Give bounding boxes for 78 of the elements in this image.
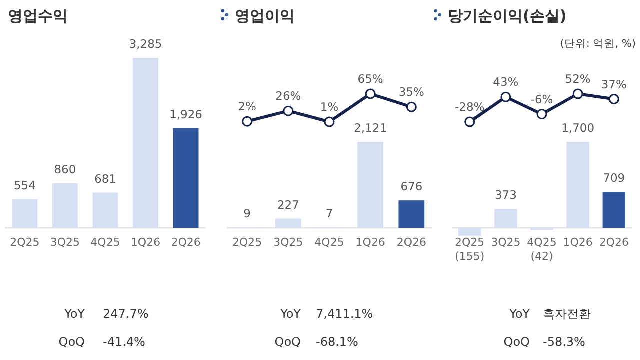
data-label: 43% xyxy=(493,75,519,90)
point xyxy=(324,116,335,128)
bar xyxy=(458,228,482,236)
bar xyxy=(566,142,590,228)
bar xyxy=(602,192,626,228)
bar xyxy=(12,199,38,228)
bar xyxy=(358,142,384,228)
x-tick-label: 4Q25 xyxy=(314,236,344,249)
chart-subtitle: (단위: 억원, %) xyxy=(560,38,636,50)
x-tick-label: 2Q25 xyxy=(10,236,40,249)
chart-title: 영업이익 xyxy=(235,7,295,25)
data-label: 37% xyxy=(601,77,627,92)
bar xyxy=(92,192,118,228)
data-label: 373 xyxy=(494,188,517,202)
data-label: 681 xyxy=(94,172,116,186)
point xyxy=(572,88,584,100)
text: 7,411.1% xyxy=(316,307,374,321)
text: YoY xyxy=(280,307,302,321)
data-label: 860 xyxy=(54,162,76,176)
text: QoQ xyxy=(58,335,85,349)
x-tick-label: 2Q25 xyxy=(455,236,485,249)
data-label: 709 xyxy=(603,171,626,186)
x-tick-label: 1Q26 xyxy=(356,236,386,249)
bar xyxy=(173,128,199,228)
point xyxy=(365,88,376,100)
point xyxy=(242,116,253,127)
text: QoQ xyxy=(504,335,530,349)
text: YoY xyxy=(508,307,531,321)
data-label: (42) xyxy=(530,250,554,263)
chart-title: 영업수익 xyxy=(8,7,68,25)
bar xyxy=(494,209,518,228)
data-label: 2% xyxy=(238,100,257,114)
point xyxy=(536,109,548,120)
point xyxy=(283,106,294,116)
data-label: 1,700 xyxy=(562,121,595,135)
x-tick-label: 3Q25 xyxy=(274,236,304,249)
data-label: 1,926 xyxy=(170,107,203,122)
point xyxy=(500,92,512,102)
data-label: 554 xyxy=(14,178,36,192)
data-label: 26% xyxy=(276,89,302,104)
point xyxy=(608,94,620,104)
x-tick-label: 1Q26 xyxy=(130,236,161,249)
chart-title: 당기순이익(손실) xyxy=(448,7,567,25)
point xyxy=(464,116,476,128)
x-tick-label: 2Q25 xyxy=(232,236,262,249)
text: -58.3% xyxy=(543,335,586,349)
text: QoQ xyxy=(274,335,301,349)
x-tick-label: 2Q26 xyxy=(396,236,426,249)
x-tick-label: 1Q26 xyxy=(563,236,593,249)
data-label: 1% xyxy=(320,100,339,114)
x-tick-label: 4Q25 xyxy=(527,236,557,249)
text: YoY xyxy=(64,307,86,321)
text: 흑자전환 xyxy=(543,307,591,321)
data-label: 9 xyxy=(244,206,251,221)
bar xyxy=(398,200,425,228)
data-label: -6% xyxy=(530,92,554,106)
data-label: 227 xyxy=(277,198,300,212)
x-tick-label: 2Q26 xyxy=(599,236,629,249)
data-label: 52% xyxy=(565,72,591,86)
bar xyxy=(133,58,158,228)
x-tick-label: 3Q25 xyxy=(50,236,80,249)
x-tick-label: 2Q26 xyxy=(171,236,201,249)
data-label: -28% xyxy=(454,100,485,114)
x-tick-label: 3Q25 xyxy=(491,236,521,249)
data-label: (155) xyxy=(455,250,485,263)
bar xyxy=(52,183,78,228)
text: 247.7% xyxy=(103,307,149,321)
data-label: 676 xyxy=(400,180,423,194)
text: -68.1% xyxy=(316,335,358,349)
data-label: 7 xyxy=(326,206,334,221)
point xyxy=(406,102,417,112)
text: -41.4% xyxy=(103,335,146,349)
data-label: 35% xyxy=(398,85,425,100)
bar xyxy=(275,218,302,228)
data-label: 65% xyxy=(358,72,384,86)
x-tick-label: 4Q25 xyxy=(90,236,120,249)
data-label: 2,121 xyxy=(354,121,388,135)
data-label: 3,285 xyxy=(129,37,162,51)
